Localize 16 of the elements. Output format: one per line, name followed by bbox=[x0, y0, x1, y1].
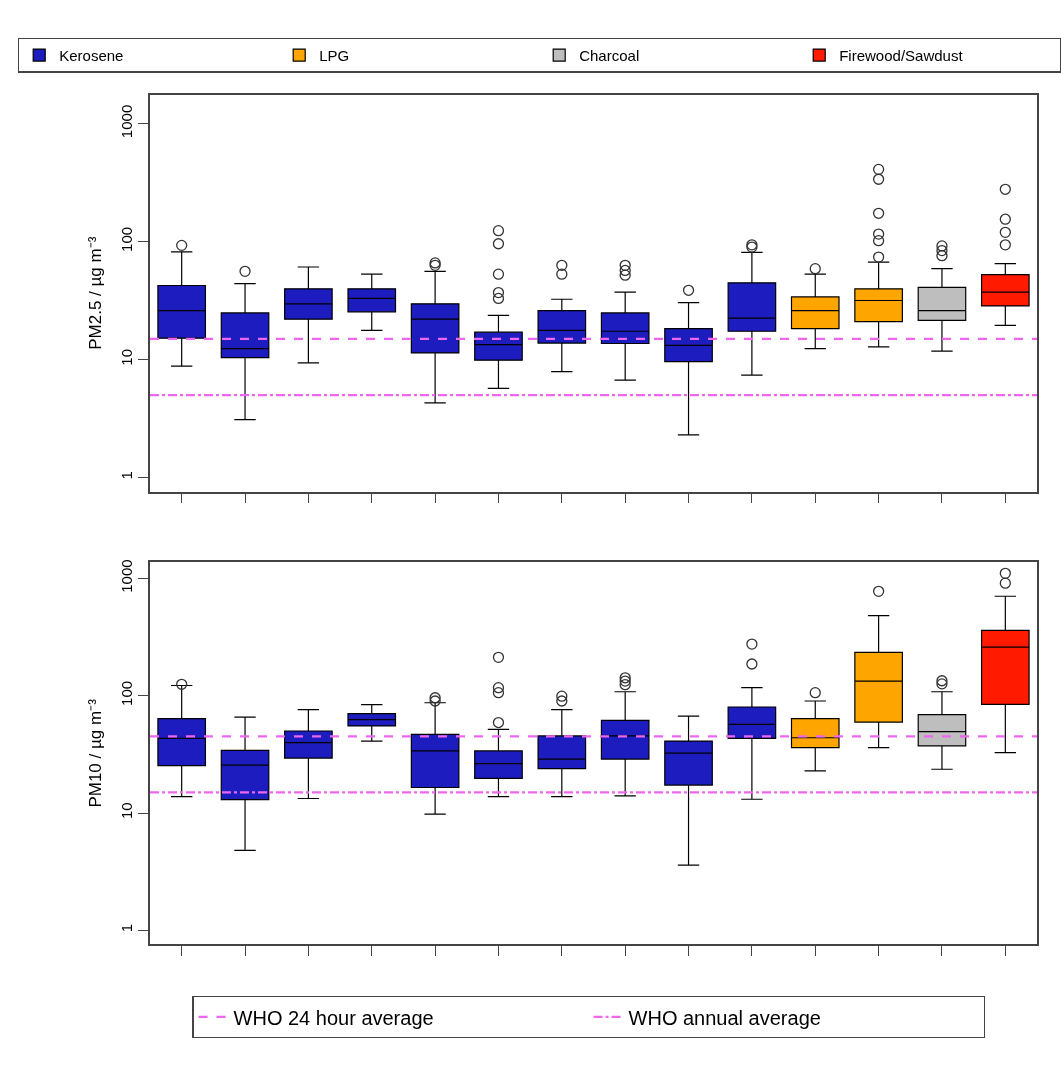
legend-label: WHO 24 hour average bbox=[233, 1006, 434, 1029]
y-axis-title: PM2.5 / µg m⁻³ bbox=[86, 236, 106, 350]
y-tick-label: 1 bbox=[118, 471, 136, 480]
legend-label: Firewood/Sawdust bbox=[839, 46, 964, 64]
legend-label: Kerosene bbox=[59, 46, 124, 64]
y-tick-label: 100 bbox=[118, 680, 136, 706]
y-tick-label: 1000 bbox=[118, 104, 136, 139]
y-tick-label: 100 bbox=[118, 226, 136, 252]
y-tick-label: 1 bbox=[118, 923, 136, 933]
y-tick-label: 1000 bbox=[118, 559, 136, 593]
legend-label: LPG bbox=[319, 46, 350, 64]
legend-label: WHO annual average bbox=[628, 1006, 821, 1029]
y-axis-title: PM10 / µg m⁻³ bbox=[86, 698, 106, 808]
y-tick-label: 10 bbox=[118, 802, 136, 820]
legend-label: Charcoal bbox=[579, 46, 640, 64]
y-tick-label: 10 bbox=[118, 349, 136, 366]
